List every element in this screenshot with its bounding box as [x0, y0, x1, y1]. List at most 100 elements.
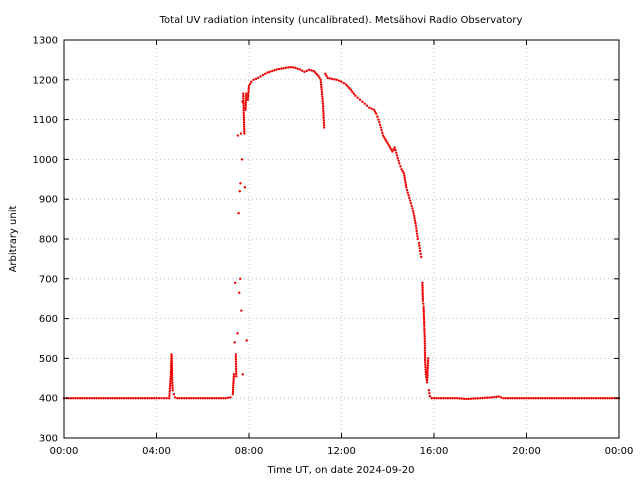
data-point	[152, 397, 156, 400]
data-point	[236, 134, 240, 137]
data-point	[322, 107, 325, 110]
data-point	[506, 397, 510, 400]
data-point	[550, 397, 554, 400]
data-point	[232, 379, 235, 383]
data-point	[102, 397, 105, 400]
data-point	[423, 332, 426, 335]
data-point	[422, 320, 426, 324]
data-point	[379, 126, 383, 129]
data-point	[421, 288, 424, 291]
data-point	[513, 397, 517, 400]
data-point	[580, 397, 584, 400]
x-axis-label: Time UT, on date 2024-09-20	[267, 465, 415, 476]
data-point	[171, 386, 174, 389]
data-point	[178, 397, 181, 400]
data-point	[499, 396, 503, 399]
data-point	[224, 397, 228, 400]
data-point	[168, 389, 171, 393]
data-point	[247, 89, 250, 92]
x-axis-ticks: 00:00 04:00 08:00 12:00 16:00 20:00 00:00	[50, 40, 633, 457]
data-point	[242, 106, 245, 110]
data-point	[569, 397, 572, 400]
data-point	[324, 72, 327, 76]
data-point	[419, 252, 422, 256]
data-point	[247, 86, 251, 90]
data-point	[170, 353, 173, 356]
data-point	[474, 397, 477, 400]
data-point	[146, 397, 149, 400]
data-point	[157, 397, 161, 400]
data-point	[318, 76, 321, 80]
data-point	[115, 397, 119, 400]
data-point	[231, 393, 235, 396]
data-point	[423, 349, 427, 352]
data-point	[242, 116, 246, 119]
data-point	[421, 283, 424, 287]
data-point	[141, 397, 144, 400]
data-point	[234, 360, 238, 363]
data-point	[418, 249, 422, 253]
data-point	[516, 397, 519, 400]
data-point	[170, 359, 174, 363]
data-point	[603, 397, 607, 400]
data-point	[424, 368, 427, 371]
data-point	[201, 397, 204, 400]
data-point	[176, 397, 179, 400]
data-point	[90, 397, 93, 400]
data-point	[242, 104, 245, 107]
data-point	[239, 182, 242, 185]
data-point	[413, 217, 416, 220]
data-point	[400, 168, 403, 171]
data-point	[270, 69, 274, 73]
data-point	[511, 397, 514, 400]
data-point	[235, 372, 238, 376]
data-point	[259, 75, 262, 78]
data-point	[601, 397, 605, 400]
data-point	[171, 384, 174, 387]
data-point	[403, 174, 406, 177]
data-point	[244, 106, 247, 109]
data-point	[320, 92, 324, 96]
data-point	[408, 196, 411, 200]
data-point	[208, 397, 211, 400]
data-point	[465, 397, 468, 401]
data-point	[453, 397, 457, 400]
data-point	[562, 397, 565, 400]
data-point	[606, 397, 609, 400]
data-point	[380, 129, 383, 132]
data-point	[408, 199, 412, 202]
data-point	[257, 76, 260, 80]
data-point	[559, 397, 563, 400]
data-point	[422, 309, 425, 313]
data-point	[235, 375, 238, 378]
data-point	[485, 396, 489, 399]
data-point	[122, 397, 126, 400]
data-point	[365, 104, 369, 107]
data-point	[242, 125, 246, 128]
data-point	[170, 364, 174, 368]
data-point	[425, 378, 429, 382]
y-tick-label: 1100	[33, 115, 58, 126]
data-point	[322, 114, 325, 117]
data-point	[280, 67, 283, 70]
data-point	[78, 397, 82, 400]
data-point	[171, 381, 174, 384]
data-point	[120, 397, 124, 400]
data-point	[396, 156, 399, 160]
data-point	[170, 357, 174, 360]
data-point	[352, 92, 356, 95]
data-point	[168, 397, 171, 400]
data-point	[599, 397, 602, 400]
data-point	[423, 344, 427, 347]
data-point	[106, 397, 110, 400]
x-tick-label: 04:00	[142, 446, 171, 457]
data-point	[189, 397, 193, 400]
data-point	[534, 397, 537, 400]
data-point	[242, 111, 245, 115]
data-point	[194, 397, 198, 400]
data-point	[242, 109, 245, 112]
data-point	[83, 397, 87, 400]
data-point	[254, 77, 258, 81]
data-point	[422, 318, 426, 322]
